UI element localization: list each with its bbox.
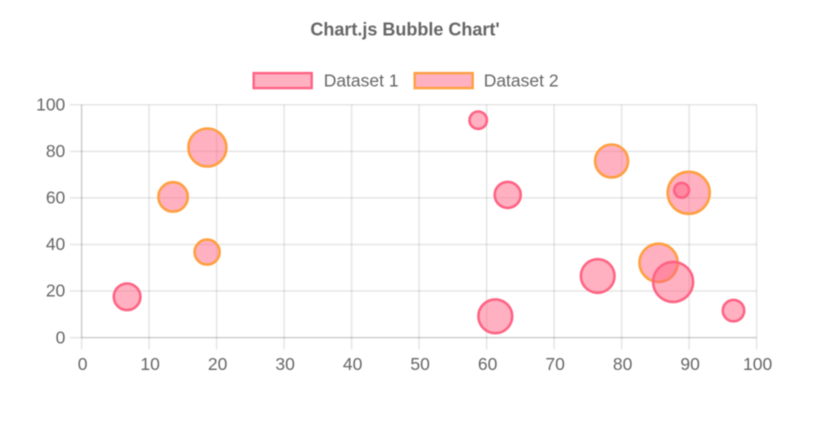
svg-text:70: 70 bbox=[545, 354, 565, 374]
svg-text:100: 100 bbox=[36, 95, 65, 115]
svg-text:80: 80 bbox=[613, 354, 633, 374]
svg-text:60: 60 bbox=[478, 354, 498, 374]
svg-text:10: 10 bbox=[140, 354, 160, 374]
svg-text:40: 40 bbox=[46, 234, 66, 254]
svg-text:Dataset 1: Dataset 1 bbox=[324, 70, 399, 90]
svg-text:40: 40 bbox=[343, 354, 363, 374]
svg-text:80: 80 bbox=[46, 141, 66, 161]
svg-text:50: 50 bbox=[410, 354, 430, 374]
svg-text:30: 30 bbox=[275, 354, 295, 374]
svg-text:0: 0 bbox=[78, 354, 88, 374]
svg-text:Dataset 2: Dataset 2 bbox=[484, 70, 559, 90]
svg-text:0: 0 bbox=[56, 327, 66, 347]
svg-text:Chart.js Bubble Chart': Chart.js Bubble Chart' bbox=[310, 20, 499, 40]
svg-text:60: 60 bbox=[46, 188, 66, 208]
svg-text:20: 20 bbox=[208, 354, 228, 374]
svg-text:20: 20 bbox=[46, 281, 66, 301]
svg-text:100: 100 bbox=[743, 354, 772, 374]
svg-text:90: 90 bbox=[680, 354, 700, 374]
